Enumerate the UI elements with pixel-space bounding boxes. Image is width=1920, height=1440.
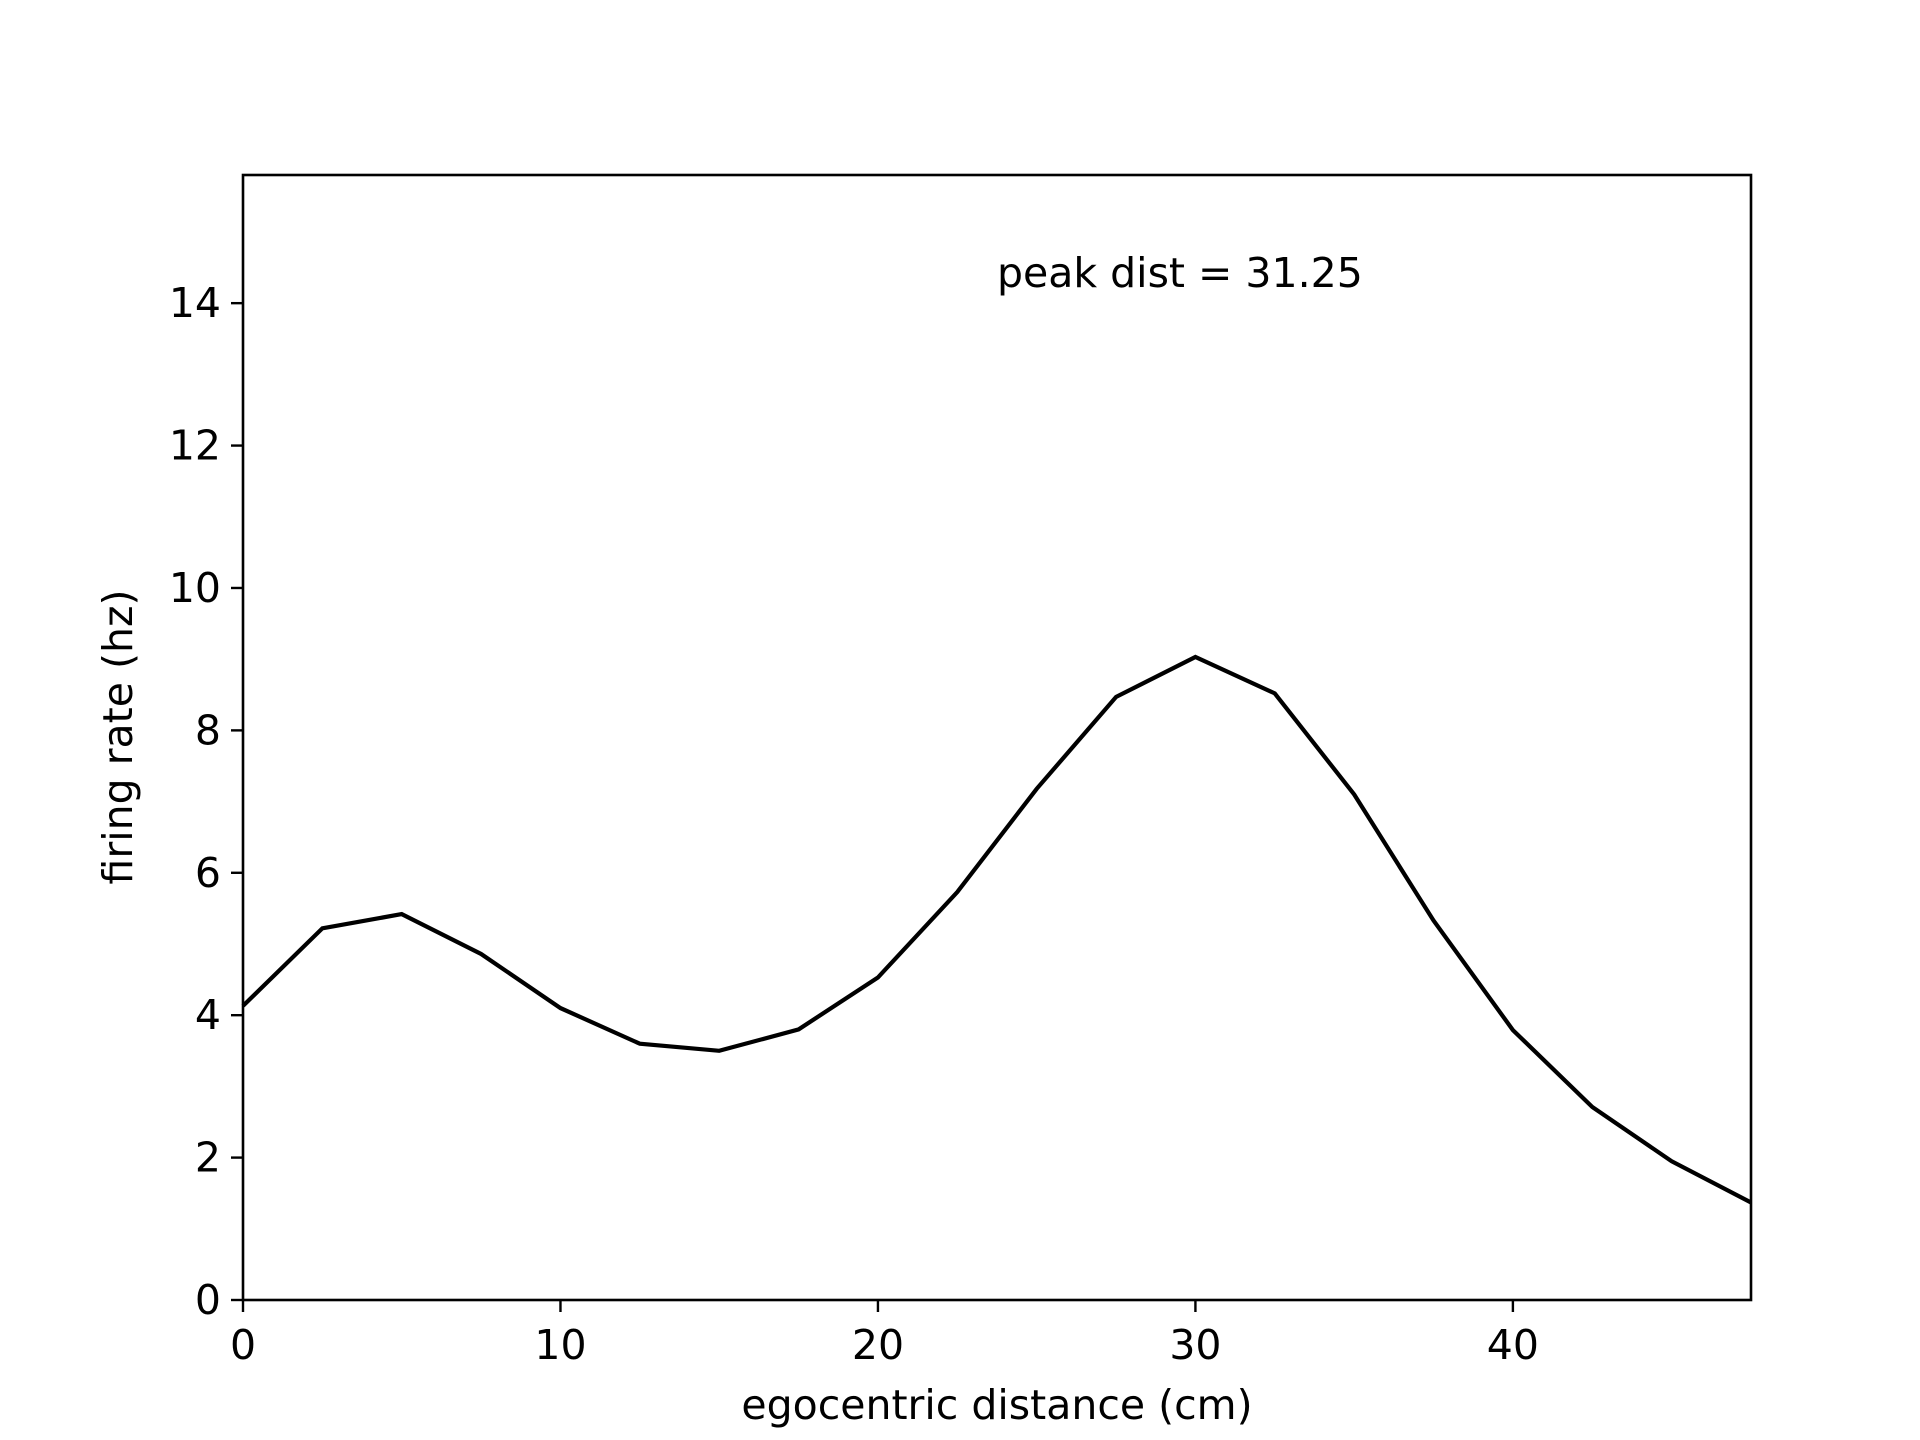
x-axis-label: egocentric distance (cm) <box>741 1381 1252 1429</box>
y-tick-label: 8 <box>195 706 221 754</box>
peak-annotation: peak dist = 31.25 <box>997 249 1363 297</box>
x-axis-ticks: 0 10 20 30 40 <box>230 1300 1539 1369</box>
y-tick-label: 4 <box>195 991 221 1039</box>
x-tick-label: 0 <box>230 1321 256 1369</box>
y-tick-label: 0 <box>195 1276 221 1324</box>
y-tick-label: 2 <box>195 1134 221 1182</box>
y-axis-label: firing rate (hz) <box>94 590 142 885</box>
x-tick-label: 30 <box>1169 1321 1221 1369</box>
y-tick-label: 12 <box>169 422 221 470</box>
series-line <box>241 654 1752 1205</box>
y-tick-label: 6 <box>195 849 221 897</box>
x-tick-label: 40 <box>1487 1321 1539 1369</box>
y-tick-label: 14 <box>169 279 221 327</box>
y-axis-ticks: 0 2 4 6 8 10 12 14 <box>169 279 243 1324</box>
x-tick-label: 10 <box>534 1321 586 1369</box>
plot-frame <box>241 173 1753 1302</box>
x-tick-label: 20 <box>852 1321 904 1369</box>
y-tick-label: 10 <box>169 564 221 612</box>
